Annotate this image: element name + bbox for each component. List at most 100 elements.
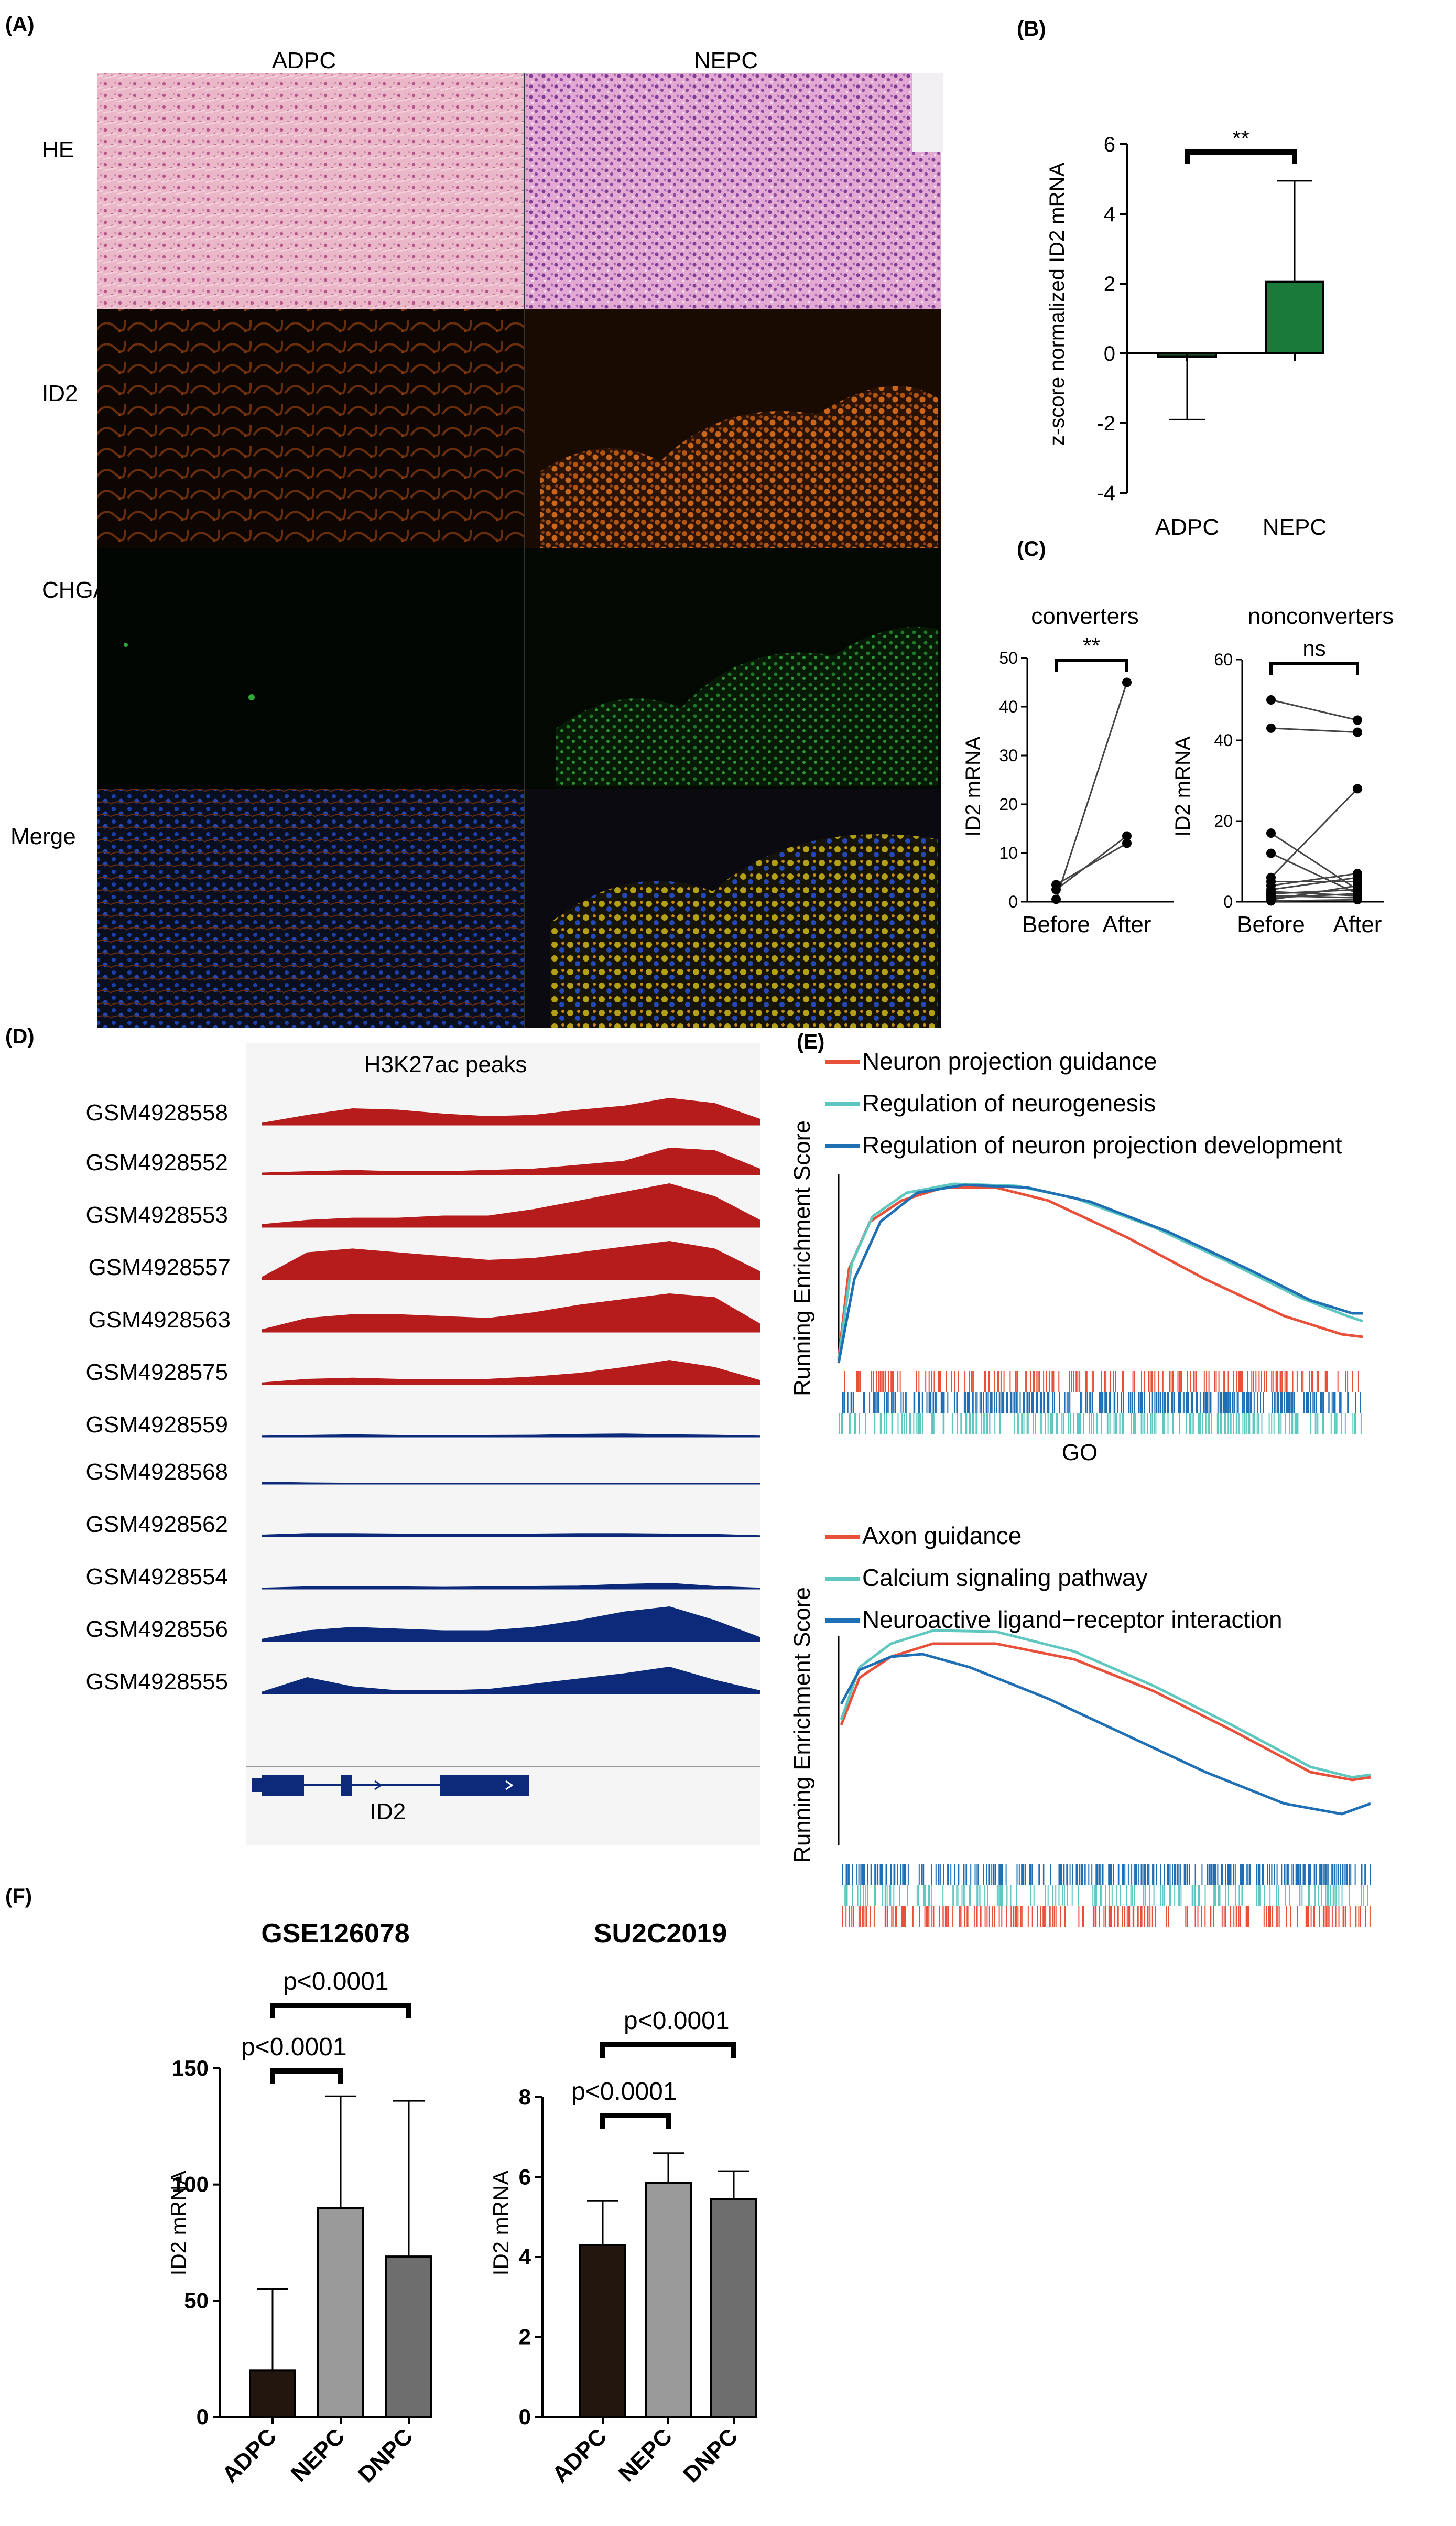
x-tick-label: NEPC	[614, 2423, 677, 2487]
panel-label-d: (D)	[5, 1025, 35, 1048]
e-go-ylabel: Running Enrichment Score	[789, 1120, 815, 1396]
comparison-label: p<0.0001	[283, 1968, 389, 1995]
col-label-nepc: NEPC	[694, 48, 758, 73]
kegg-curve-axon-guidance	[840, 1642, 1371, 1782]
significance-label: **	[1232, 126, 1249, 150]
track-peak-gsm4928556	[262, 1606, 760, 1642]
gene-strand-arrow	[505, 1780, 514, 1790]
d-gene-label: ID2	[370, 1799, 406, 1825]
kegg-curve-neuroactive-ligand-receptor-interaction	[840, 1653, 1371, 1816]
c1-title: converters	[1031, 603, 1138, 629]
comparison-label: p<0.0001	[241, 2033, 347, 2061]
y-tick-label: 0	[1008, 892, 1018, 911]
comparison-bracket	[600, 2113, 671, 2129]
pair-line	[1270, 852, 1358, 894]
pair-line	[1055, 682, 1128, 900]
e-kegg-ylabel: Running Enrichment Score	[789, 1587, 815, 1863]
f1-ylabel: ID2 mRNA	[166, 2171, 191, 2276]
gene-exon	[440, 1775, 529, 1796]
pair-line	[1270, 891, 1358, 897]
panel-label-c: (C)	[1017, 537, 1046, 560]
track-label: GSM4928563	[88, 1307, 231, 1333]
pair-line	[1270, 884, 1358, 901]
panel-label-b: (B)	[1017, 17, 1046, 40]
id2-nepc-image	[540, 386, 938, 548]
merge-nepc-image	[550, 834, 938, 1028]
y-tick-label: 2	[1104, 273, 1115, 296]
significance-bracket	[1055, 659, 1128, 672]
track-peak-gsm4928575	[262, 1359, 760, 1385]
he-nepc-image	[524, 73, 941, 309]
c2-ylabel: ID2 mRNA	[1171, 736, 1194, 836]
y-tick-label: 8	[519, 2085, 531, 2109]
track-label: GSM4928552	[85, 1150, 228, 1175]
col-label-adpc: ADPC	[272, 48, 336, 73]
track-peak-gsm4928553	[262, 1183, 760, 1227]
y-tick-label: 10	[999, 844, 1018, 862]
gene-exon	[262, 1775, 304, 1796]
bar-dnpc	[385, 2255, 432, 2419]
point-after	[1122, 831, 1132, 841]
panel-f-su2c2019-chart: SU2C2019 ID2 mRNA 0 2 4 6 8 ADPC NEPC DNPC p<0.0…	[488, 1918, 757, 2488]
comparison-label: p<0.0001	[571, 2078, 677, 2106]
point-before	[1266, 887, 1276, 897]
pair-line	[1270, 899, 1358, 902]
panel-a-micrographs: ADPC NEPC HE ID2 CHGA Merge	[10, 48, 943, 1028]
y-tick-label: 20	[999, 795, 1018, 814]
y-tick-label: 2	[519, 2325, 531, 2349]
f1-title: GSE126078	[261, 1918, 409, 1949]
x-tick-label: ADPC	[547, 2423, 612, 2488]
track-peak-gsm4928554	[262, 1582, 760, 1589]
go-curve-neuron-projection-guidance	[837, 1186, 1363, 1358]
panel-e-gsea: Running Enrichment Score GO Running Enri…	[789, 1048, 1371, 1927]
y-tick-label: 20	[1214, 812, 1233, 830]
x-tick-label: After	[1103, 912, 1151, 937]
y-tick-label: 50	[184, 2288, 209, 2313]
legend-label: Neuroactive ligand−receptor interaction	[862, 1606, 1283, 1633]
point-after	[1353, 727, 1362, 737]
gene-exon	[252, 1778, 262, 1792]
point-before	[1266, 896, 1276, 906]
panel-f-gse126078-chart: GSE126078 ID2 mRNA 0 50 100 150 ADPC NEPC DNPC…	[166, 1918, 432, 2488]
point-before	[1266, 723, 1276, 733]
y-tick-label: 30	[999, 746, 1018, 765]
pair-line	[1270, 894, 1358, 899]
y-tick-label: 0	[197, 2404, 209, 2429]
e-go-xlabel: GO	[1062, 1440, 1098, 1465]
pair-line	[1056, 835, 1127, 890]
y-tick-label: 40	[999, 697, 1018, 716]
x-tick-label: DNPC	[678, 2423, 743, 2488]
chga-nepc-image	[556, 627, 938, 786]
track-label: GSM4928562	[85, 1512, 228, 1537]
point-before	[1051, 894, 1061, 904]
point-before	[1051, 880, 1061, 890]
y-tick-label: 4	[519, 2244, 531, 2269]
comparison-label: p<0.0001	[624, 2007, 730, 2035]
y-tick-label: 4	[1104, 203, 1115, 226]
y-tick-label: 0	[519, 2404, 531, 2429]
point-before	[1266, 828, 1276, 838]
legend-label: Regulation of neuron projection developm…	[862, 1131, 1342, 1159]
y-tick-label: 100	[172, 2172, 209, 2197]
legend-label: Calcium signaling pathway	[862, 1564, 1148, 1591]
legend-label: Neuron projection guidance	[862, 1048, 1157, 1075]
track-label: GSM4928559	[85, 1412, 228, 1438]
point-after	[1122, 838, 1132, 848]
panel-d-peak-tracks: H3K27ac peaks ID2 GSM4928558 GSM4928552 GS…	[85, 1043, 760, 1845]
track-peak-gsm4928552	[262, 1147, 760, 1175]
track-label: GSM4928556	[85, 1616, 228, 1642]
x-tick-label: ADPC	[1155, 514, 1219, 540]
point-after	[1122, 677, 1132, 687]
point-after	[1353, 881, 1362, 891]
panel-label-a: (A)	[5, 13, 35, 36]
track-label: GSM4928575	[85, 1359, 228, 1385]
y-tick-label: 150	[172, 2056, 209, 2080]
pair-line	[1270, 872, 1358, 887]
x-tick-label: NEPC	[1263, 514, 1327, 540]
pair-line	[1270, 877, 1358, 891]
track-label: GSM4928553	[85, 1202, 228, 1228]
pair-line	[1270, 788, 1359, 878]
bar-dnpc	[710, 2198, 757, 2418]
row-label-merge: Merge	[10, 824, 76, 849]
